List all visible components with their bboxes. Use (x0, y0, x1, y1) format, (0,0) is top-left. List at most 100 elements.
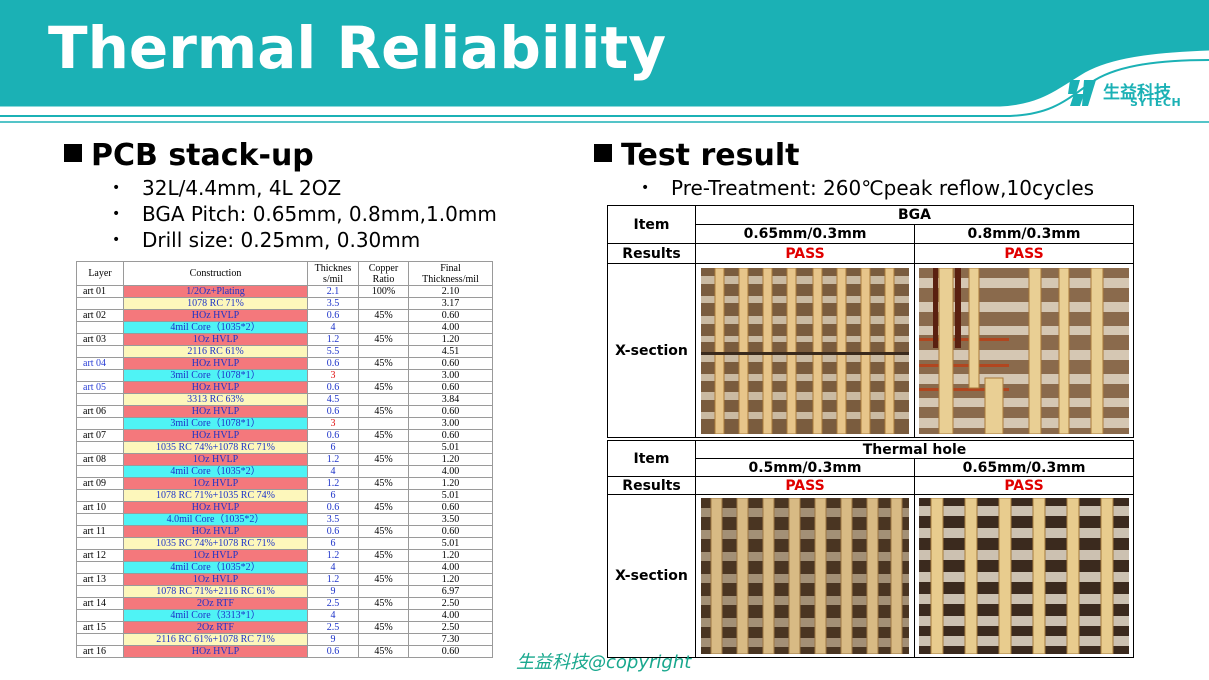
stackup-row: art 01 1/2Oz+Plating 2.1 100% 2.10 (76, 285, 493, 298)
stackup-final-cell: 4.00 (408, 609, 493, 622)
logo-name-cn: 生益科技 (1103, 83, 1171, 103)
stackup-construction-cell: 1Oz HVLP (123, 453, 308, 466)
stackup-construction-cell: 2116 RC 61%+1078 RC 71% (123, 633, 308, 646)
header-layer: Layer (76, 261, 124, 286)
stackup-final-cell: 0.60 (408, 501, 493, 514)
stackup-copper-cell (358, 585, 409, 598)
square-bullet-icon (594, 144, 612, 162)
stackup-layer-cell (76, 465, 124, 478)
title-banner: Thermal Reliability (0, 0, 1209, 125)
stackup-construction-cell: 4mil Core（3313*1） (123, 609, 308, 622)
stackup-copper-cell: 45% (358, 621, 409, 634)
header-construction: Construction (123, 261, 308, 286)
stackup-layer-cell (76, 345, 124, 358)
stackup-final-cell: 0.60 (408, 309, 493, 322)
stackup-row: 1078 RC 71%+1035 RC 74% 6 5.01 (76, 489, 493, 502)
stackup-thickness-cell: 1.2 (307, 333, 359, 346)
stackup-row: 4.0mil Core（1035*2） 3.5 3.50 (76, 513, 493, 526)
stackup-copper-cell: 45% (358, 309, 409, 322)
bga-result2: PASS (914, 243, 1134, 264)
thermal-xsection-cell-2 (913, 494, 1135, 658)
stackup-heading-text: PCB stack-up (91, 138, 314, 173)
stackup-layer-cell (76, 441, 124, 454)
stackup-final-cell: 4.00 (408, 561, 493, 574)
stackup-thickness-cell: 1.2 (307, 453, 359, 466)
stackup-construction-cell: 4mil Core（1035*2） (123, 465, 308, 478)
stackup-copper-cell (358, 513, 409, 526)
stackup-construction-cell: 1078 RC 71%+2116 RC 61% (123, 585, 308, 598)
stackup-bullets: 32L/4.4mm, 4L 2OZ BGA Pitch: 0.65mm, 0.8… (112, 175, 497, 253)
stackup-row: 4mil Core（1035*2） 4 4.00 (76, 321, 493, 334)
stackup-construction-cell: 1Oz HVLP (123, 333, 308, 346)
stackup-layer-cell: art 04 (76, 357, 124, 370)
stackup-final-cell: 1.20 (408, 573, 493, 586)
thermal-xsection-label: X-section (607, 494, 696, 658)
stackup-row: art 16 HOz HVLP 0.6 45% 0.60 (76, 645, 493, 658)
header-copper: Copper Ratio (358, 261, 409, 286)
logo-mark-icon (1068, 80, 1096, 106)
stackup-layer-cell: art 01 (76, 285, 124, 298)
stackup-final-cell: 0.60 (408, 357, 493, 370)
header-final: Final Thickness/mil (408, 261, 493, 286)
bga-group-label: BGA (695, 205, 1134, 225)
stackup-thickness-cell: 6 (307, 441, 359, 454)
stackup-final-cell: 1.20 (408, 333, 493, 346)
stackup-thickness-cell: 9 (307, 585, 359, 598)
bga-xsection-image-1 (701, 267, 909, 434)
stackup-copper-cell: 45% (358, 597, 409, 610)
stackup-construction-cell: 4mil Core（1035*2） (123, 321, 308, 334)
stackup-layer-cell: art 06 (76, 405, 124, 418)
stackup-copper-cell: 45% (358, 525, 409, 538)
stackup-construction-cell: 1Oz HVLP (123, 549, 308, 562)
test-bullets: Pre-Treatment: 260℃peak reflow,10cycles (641, 175, 1094, 201)
stackup-layer-cell: art 05 (76, 381, 124, 394)
stackup-thickness-cell: 2.5 (307, 597, 359, 610)
stackup-thickness-cell: 0.6 (307, 381, 359, 394)
stackup-row: art 12 1Oz HVLP 1.2 45% 1.20 (76, 549, 493, 562)
stackup-thickness-cell: 4 (307, 321, 359, 334)
stackup-final-cell: 6.97 (408, 585, 493, 598)
stackup-row: art 11 HOz HVLP 0.6 45% 0.60 (76, 525, 493, 538)
stackup-layer-cell (76, 513, 124, 526)
stackup-thickness-cell: 0.6 (307, 405, 359, 418)
stackup-thickness-cell: 3 (307, 369, 359, 382)
logo-name-en: SYTECH (1130, 96, 1182, 109)
bga-item-label: Item (607, 205, 696, 244)
stackup-copper-cell (358, 417, 409, 430)
stackup-row: art 07 HOz HVLP 0.6 45% 0.60 (76, 429, 493, 442)
thermal-result1: PASS (695, 476, 915, 495)
stackup-copper-cell: 45% (358, 405, 409, 418)
stackup-copper-cell: 45% (358, 429, 409, 442)
stackup-copper-cell (358, 345, 409, 358)
stackup-layer-cell (76, 609, 124, 622)
stackup-heading: PCB stack-up (64, 138, 314, 173)
stackup-thickness-cell: 0.6 (307, 429, 359, 442)
stackup-row: 1078 RC 71% 3.5 3.17 (76, 297, 493, 310)
stackup-thickness-cell: 4 (307, 561, 359, 574)
stackup-construction-cell: 2Oz RTF (123, 621, 308, 634)
stackup-copper-cell: 45% (358, 453, 409, 466)
stackup-layer-cell: art 14 (76, 597, 124, 610)
stackup-thickness-cell: 4 (307, 609, 359, 622)
stackup-layer-cell (76, 297, 124, 310)
bga-result1: PASS (695, 243, 915, 264)
stackup-copper-cell (358, 441, 409, 454)
stackup-thickness-cell: 6 (307, 489, 359, 502)
stackup-copper-cell: 45% (358, 381, 409, 394)
thermal-xsection-image-1 (701, 498, 909, 654)
stackup-construction-cell: 1Oz HVLP (123, 477, 308, 490)
stackup-final-cell: 7.30 (408, 633, 493, 646)
stackup-layer-cell: art 13 (76, 573, 124, 586)
stackup-construction-cell: 1035 RC 74%+1078 RC 71% (123, 537, 308, 550)
stackup-construction-cell: 1078 RC 71%+1035 RC 74% (123, 489, 308, 502)
stackup-layer-cell (76, 321, 124, 334)
stackup-final-cell: 5.01 (408, 537, 493, 550)
bga-xsection-cell-2 (914, 263, 1134, 438)
bga-xsection-cell-1 (695, 263, 915, 438)
thermal-result-table: Item Thermal hole 0.5mm/0.3mm 0.65mm/0.3… (607, 440, 1135, 658)
stackup-final-cell: 2.10 (408, 285, 493, 298)
stackup-thickness-cell: 0.6 (307, 525, 359, 538)
stackup-layer-cell: art 09 (76, 477, 124, 490)
stackup-copper-cell (358, 393, 409, 406)
stackup-row: 3313 RC 63% 4.5 3.84 (76, 393, 493, 406)
